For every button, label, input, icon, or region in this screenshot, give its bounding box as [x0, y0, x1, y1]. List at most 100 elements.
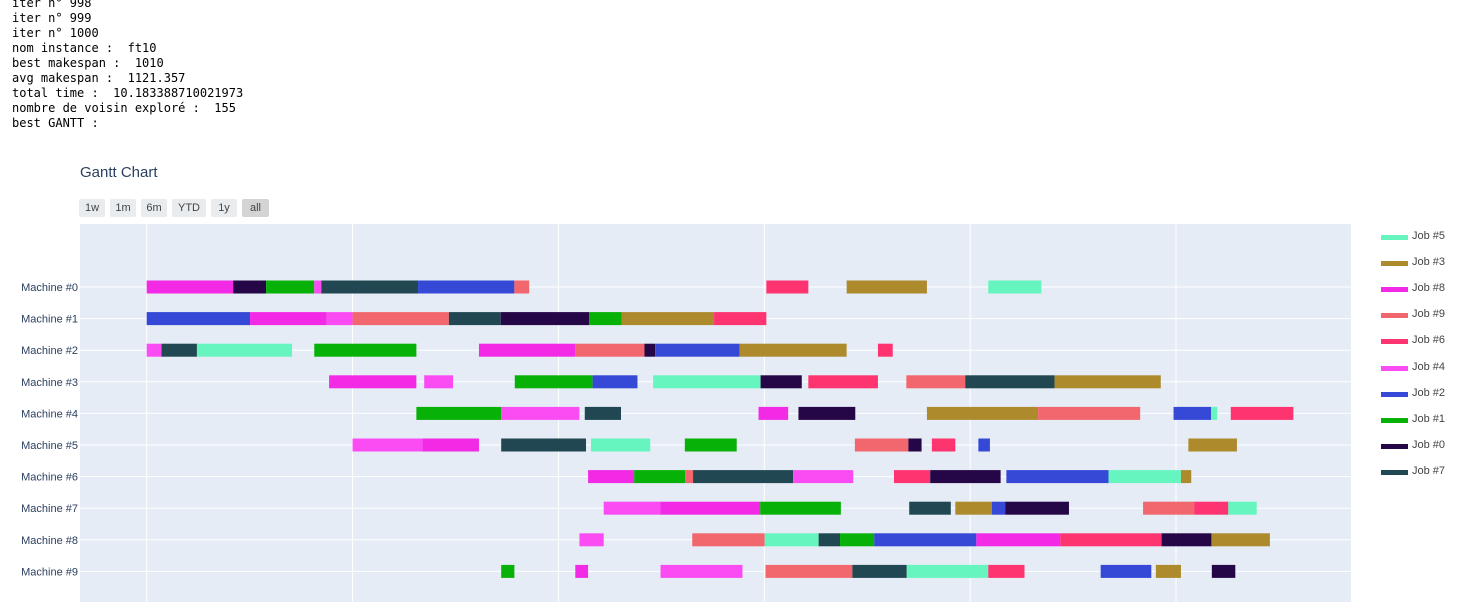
gantt-bar: [422, 438, 479, 452]
gantt-bar: [930, 470, 1001, 484]
console-output: iter n° 998 iter n° 999 iter n° 1000 nom in…: [12, 0, 243, 131]
gantt-bar: [589, 312, 622, 326]
gantt-bar: [1060, 533, 1162, 547]
range-button-all[interactable]: all: [242, 199, 269, 217]
gantt-bar: [991, 501, 1006, 515]
gantt-bar: [514, 280, 530, 294]
gantt-bar: [579, 533, 604, 547]
gantt-bar: [1230, 406, 1294, 420]
gantt-bar: [840, 533, 875, 547]
legend-label: Job #8: [1412, 282, 1446, 295]
gantt-bar: [621, 312, 715, 326]
gantt-bar: [818, 533, 841, 547]
gantt-bar: [1005, 501, 1069, 515]
machine-label: Machine #8: [21, 535, 78, 547]
console-line: iter n° 1000: [12, 26, 99, 40]
legend-label: Job #6: [1412, 334, 1446, 347]
console-line: iter n° 999: [12, 11, 92, 25]
gantt-bar: [592, 375, 638, 389]
gantt-bar: [693, 470, 794, 484]
gantt-bar: [906, 564, 989, 578]
gantt-bar: [908, 438, 922, 452]
gantt-bar: [588, 470, 635, 484]
gantt-bar: [575, 564, 589, 578]
console-line: nom instance : ft10: [12, 41, 157, 55]
gantt-bar: [416, 406, 502, 420]
legend-swatch: [1381, 313, 1408, 319]
gantt-bar: [1161, 533, 1212, 547]
legend-swatch: [1381, 417, 1408, 423]
gantt-bar: [764, 533, 819, 547]
gantt-bar: [1180, 470, 1192, 484]
gantt-bar: [161, 343, 197, 357]
gantt-bar: [909, 501, 951, 515]
gantt-bar: [660, 501, 761, 515]
gantt-bar: [501, 406, 580, 420]
gantt-bar: [988, 564, 1025, 578]
range-button-6m[interactable]: 6m: [141, 199, 167, 217]
legend-label: Job #7: [1412, 464, 1446, 477]
machine-label: Machine #0: [21, 282, 78, 294]
legend-swatch: [1381, 443, 1408, 449]
gantt-bar: [314, 280, 322, 294]
gantt-bar: [976, 533, 1061, 547]
gantt-bar: [758, 406, 789, 420]
gantt-bar: [1108, 470, 1181, 484]
gantt-bar: [1194, 501, 1229, 515]
gantt-bar: [1038, 406, 1141, 420]
gantt-bar: [978, 438, 990, 452]
console-line: nombre de voisin exploré : 155: [12, 101, 236, 115]
legend-label: Job #4: [1412, 360, 1446, 373]
legend-swatch: [1381, 391, 1408, 397]
gantt-bar: [1006, 470, 1109, 484]
gantt-bar: [808, 375, 878, 389]
legend-swatch: [1381, 365, 1408, 371]
gantt-bar: [233, 280, 267, 294]
gantt-bar: [931, 438, 956, 452]
gantt-bar: [321, 280, 419, 294]
gantt-bar: [314, 343, 417, 357]
machine-label: Machine #6: [21, 472, 78, 484]
console-line: avg makespan : 1121.357: [12, 71, 186, 85]
gantt-bar: [329, 375, 417, 389]
gantt-bar: [146, 312, 251, 326]
legend-swatch: [1381, 287, 1408, 293]
gantt-bar: [846, 280, 927, 294]
gantt-bar: [765, 564, 853, 578]
gantt-bar: [352, 438, 423, 452]
gantt-bar: [766, 280, 809, 294]
gantt-bar: [1211, 533, 1270, 547]
gantt-bar: [418, 280, 515, 294]
range-button-1w[interactable]: 1w: [79, 199, 105, 217]
legend-label: Job #2: [1412, 386, 1446, 399]
range-button-1y[interactable]: 1y: [211, 199, 237, 217]
machine-label: Machine #2: [21, 345, 78, 357]
machine-label: Machine #5: [21, 440, 78, 452]
legend-swatch: [1381, 339, 1408, 345]
range-button-ytd[interactable]: YTD: [172, 199, 206, 217]
gantt-bar: [660, 564, 743, 578]
legend-label: Job #5: [1412, 230, 1446, 242]
gantt-bar: [501, 564, 515, 578]
gantt-bar: [196, 343, 293, 357]
legend-swatch: [1381, 261, 1408, 267]
gantt-bar: [988, 280, 1042, 294]
gantt-bar: [854, 438, 909, 452]
gantt-bar: [634, 470, 686, 484]
console-line: iter n° 998: [12, 0, 92, 10]
legend-label: Job #0: [1412, 438, 1446, 451]
gantt-bar: [603, 501, 661, 515]
range-button-1m[interactable]: 1m: [110, 199, 136, 217]
gantt-bar: [926, 406, 1039, 420]
gantt-bar: [514, 375, 593, 389]
gantt-bar: [146, 280, 234, 294]
gantt-bar: [692, 533, 765, 547]
gantt-bar: [760, 501, 841, 515]
gantt-bar: [798, 406, 856, 420]
gantt-bar: [424, 375, 454, 389]
gantt-bar: [684, 438, 737, 452]
legend-label: Job #3: [1412, 256, 1446, 269]
gantt-bar: [653, 375, 761, 389]
gantt-bar: [250, 312, 327, 326]
gantt-bar: [1155, 564, 1181, 578]
